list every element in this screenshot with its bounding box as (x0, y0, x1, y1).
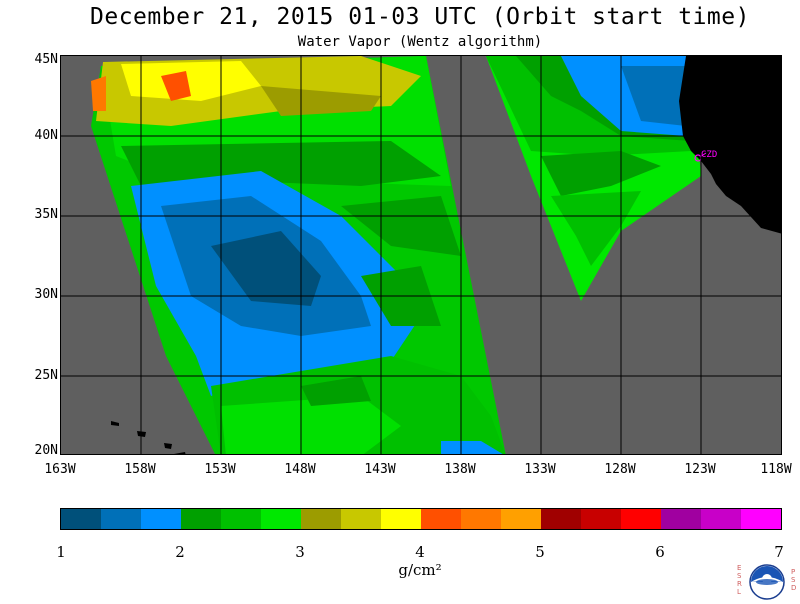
colorbar-cell-11 (501, 509, 541, 529)
lat-label-45n: 45N (34, 52, 58, 67)
colorbar-units: g/cm² (398, 561, 442, 579)
colorbar-cell-10 (461, 509, 501, 529)
colorbar-cell-9 (421, 509, 461, 529)
colorbar-cell-13 (581, 509, 621, 529)
colorbar-cell-2 (141, 509, 181, 529)
lon-label-163w: 163W (44, 462, 76, 477)
colorbar-tick-5: 5 (535, 543, 545, 561)
lat-label-25n: 25N (34, 368, 58, 383)
lon-label-143w: 143W (364, 462, 396, 477)
noaa-logo: ESRL PSD (734, 558, 800, 600)
logo-left-text: ESRL (737, 564, 742, 596)
colorbar-tick-3: 3 (295, 543, 305, 561)
colorbar-cell-0 (61, 509, 101, 529)
noaa-emblem-icon (749, 564, 785, 600)
hawaii-island-1 (111, 421, 119, 426)
lon-label-148w: 148W (284, 462, 316, 477)
colorbar-cell-1 (101, 509, 141, 529)
logo-right-text: PSD (791, 568, 797, 592)
colorbar-cell-3 (181, 509, 221, 529)
colorbar-cell-12 (541, 509, 581, 529)
lat-label-35n: 35N (34, 207, 58, 222)
right-swath (486, 56, 701, 301)
chart-subtitle: Water Vapor (Wentz algorithm) (297, 34, 543, 50)
colorbar-cell-14 (621, 509, 661, 529)
colorbar-cell-6 (301, 509, 341, 529)
hawaii-island-3 (164, 443, 172, 449)
hawaii-island-4 (174, 452, 186, 454)
chart-title: December 21, 2015 01-03 UTC (Orbit start… (90, 4, 750, 30)
station-label: CZD (701, 150, 717, 160)
colorbar-tick-2: 2 (175, 543, 185, 561)
map-svg: CZD (61, 56, 781, 454)
lon-label-123w: 123W (684, 462, 716, 477)
left-swath (91, 56, 506, 454)
lat-label-30n: 30N (34, 287, 58, 302)
lon-label-158w: 158W (124, 462, 156, 477)
lon-label-153w: 153W (204, 462, 236, 477)
lon-label-138w: 138W (444, 462, 476, 477)
lat-label-20n: 20N (34, 443, 58, 458)
california-land (679, 56, 781, 234)
gridlines (61, 56, 781, 454)
colorbar-cell-17 (741, 509, 781, 529)
colorbar-tick-7: 7 (774, 543, 784, 561)
colorbar-cell-4 (221, 509, 261, 529)
colorbar-cell-8 (381, 509, 421, 529)
lat-label-40n: 40N (34, 128, 58, 143)
lon-label-118w: 118W (760, 462, 792, 477)
colorbar-tick-1: 1 (56, 543, 66, 561)
colorbar (60, 508, 782, 530)
water-vapor-map: CZD (60, 55, 782, 455)
colorbar-cell-16 (701, 509, 741, 529)
lon-label-128w: 128W (604, 462, 636, 477)
colorbar-tick-4: 4 (415, 543, 425, 561)
colorbar-cell-15 (661, 509, 701, 529)
colorbar-cell-5 (261, 509, 301, 529)
lon-label-133w: 133W (524, 462, 556, 477)
colorbar-cell-7 (341, 509, 381, 529)
colorbar-tick-6: 6 (655, 543, 665, 561)
